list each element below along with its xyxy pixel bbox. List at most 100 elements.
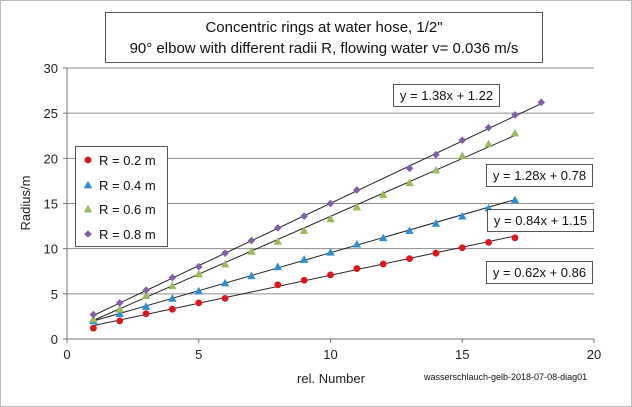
- credit-label: wasserschlauch-gelb-2018-07-08-diag01: [423, 372, 587, 382]
- data-point: [273, 262, 282, 271]
- fit-label-box: [486, 261, 593, 284]
- data-point: [431, 219, 441, 227]
- data-point: [115, 309, 124, 318]
- data-point: [89, 314, 98, 323]
- data-point: [458, 151, 467, 159]
- trendline: [93, 103, 542, 316]
- x-tick-label: 0: [63, 347, 70, 362]
- y-tick-label: 10: [44, 242, 58, 257]
- data-point: [220, 259, 230, 268]
- data-point: [220, 278, 230, 287]
- fit-label-box: [486, 164, 593, 187]
- legend-label: R = 0.6 m: [99, 202, 156, 217]
- chart-title-line-1: Concentric rings at water hose, 1/2": [205, 19, 442, 36]
- x-tick-label: 20: [587, 347, 601, 362]
- data-point: [537, 98, 546, 107]
- x-tick-label: 10: [323, 347, 337, 362]
- y-tick-label: 25: [44, 106, 58, 121]
- data-point: [326, 248, 335, 256]
- data-point: [405, 178, 414, 187]
- data-point: [194, 262, 203, 271]
- legend-marker: [84, 156, 92, 164]
- data-point: [510, 128, 520, 137]
- data-point: [195, 299, 203, 307]
- y-tick-label: 5: [51, 287, 58, 302]
- legend-box: [75, 146, 168, 247]
- data-point: [352, 202, 362, 211]
- x-tick-label: 5: [195, 347, 202, 362]
- data-point: [141, 302, 151, 310]
- legend-label: R = 0.2 m: [99, 153, 156, 168]
- data-point: [353, 186, 361, 194]
- data-point: [221, 294, 229, 302]
- legend-label: R = 0.8 m: [99, 227, 156, 242]
- data-point: [194, 286, 203, 295]
- data-point: [352, 239, 362, 248]
- data-point: [247, 236, 256, 245]
- data-point: [247, 247, 256, 255]
- fit-label: y = 0.62x + 0.86: [493, 265, 586, 280]
- data-point: [405, 226, 414, 234]
- data-point: [511, 111, 519, 119]
- data-point: [458, 211, 467, 220]
- data-point: [89, 310, 98, 319]
- data-point: [432, 249, 440, 257]
- data-point: [115, 304, 124, 313]
- axes: [63, 67, 595, 343]
- legend-marker: [83, 204, 93, 213]
- data-point: [194, 269, 203, 278]
- data-point: [274, 224, 282, 232]
- legend-label: R = 0.4 m: [99, 178, 156, 193]
- data-point: [405, 164, 414, 173]
- data-point: [169, 305, 176, 313]
- data-point: [142, 310, 150, 318]
- data-point: [484, 139, 493, 148]
- data-point: [379, 190, 388, 198]
- data-point: [484, 123, 493, 132]
- data-point: [458, 136, 467, 145]
- data-point: [406, 255, 413, 263]
- fit-label: y = 1.28x + 0.78: [493, 168, 586, 183]
- data-point: [353, 265, 361, 272]
- data-point: [326, 199, 335, 208]
- title-box: [105, 12, 543, 63]
- data-point: [300, 276, 308, 284]
- data-point: [327, 271, 334, 279]
- legend: R = 0.2 m R = 0.4 m R = 0.6 m R = 0.8 m: [75, 146, 168, 247]
- x-axis-label: rel. Number: [297, 371, 366, 386]
- data-point: [168, 273, 177, 282]
- data-points: [89, 98, 546, 332]
- data-point: [431, 165, 441, 174]
- legend-marker: [84, 230, 92, 238]
- data-point: [142, 286, 150, 295]
- data-point: [511, 234, 519, 242]
- fit-label-box: [487, 209, 594, 232]
- fit-label: y = 0.84x + 1.15: [494, 213, 587, 228]
- data-point: [299, 226, 309, 234]
- data-point: [485, 238, 492, 246]
- data-point: [299, 255, 309, 263]
- data-point: [510, 195, 520, 204]
- data-point: [300, 212, 308, 220]
- data-point: [168, 281, 177, 290]
- data-point: [89, 324, 97, 332]
- y-tick-label: 30: [44, 61, 58, 76]
- data-point: [326, 214, 335, 223]
- data-point: [274, 281, 282, 289]
- tick-labels: 0 5 10 15 20 0 5 10 15 20 25 30: [44, 61, 602, 362]
- y-tick-label: 15: [44, 197, 58, 212]
- fit-label: y = 1.38x + 1.22: [400, 88, 493, 103]
- fit-label-box: [393, 84, 500, 107]
- data-point: [115, 299, 124, 307]
- data-point: [221, 249, 229, 257]
- data-point: [379, 260, 387, 268]
- x-tick-label: 15: [455, 347, 469, 362]
- data-point: [273, 237, 282, 245]
- data-point: [247, 271, 256, 280]
- data-point: [458, 244, 466, 252]
- y-tick-label: 0: [51, 332, 58, 347]
- y-tick-label: 20: [44, 151, 58, 166]
- chart-title-line-2: 90° elbow with different radii R, flowin…: [130, 40, 519, 57]
- fit-labels: y = 0.62x + 0.86 y = 0.84x + 1.15 y = 1.28…: [393, 84, 594, 284]
